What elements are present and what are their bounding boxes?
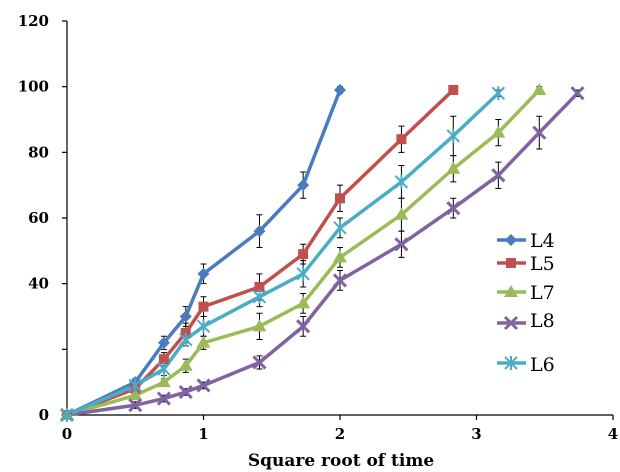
data-point-l5 [396,134,407,145]
series-line-l5 [66,88,455,417]
data-point-l5 [448,84,459,95]
data-point-l7 [252,319,267,332]
legend-label-l7: L7 [530,282,555,304]
data-point-l4 [179,310,192,323]
data-point-l5 [298,249,309,260]
data-point-l7 [532,82,547,95]
data-point-l8 [332,273,348,288]
data-point-l7 [394,207,409,220]
series-line-l6 [66,91,500,417]
data-point-l6 [333,220,347,235]
x-tick-label: 2 [335,425,345,443]
series-line-l8 [66,92,579,417]
x-axis-label: Square root of time [248,451,435,471]
series-markers [59,82,585,423]
axes [62,20,614,420]
data-point-l4 [157,336,170,349]
data-point-l8 [178,384,193,400]
data-point-l7 [196,335,211,348]
data-point-l7 [128,388,143,401]
data-point-l8 [296,319,311,334]
data-point-l8 [491,168,506,183]
data-point-l6 [60,408,74,422]
data-point-l7 [491,125,506,138]
data-point-l8 [196,378,211,393]
data-point-l7 [178,358,193,371]
data-point-l8 [252,355,267,370]
legend-marker-l6 [504,356,518,370]
data-point-l7 [156,375,171,388]
data-point-l4 [253,225,266,238]
data-point-l6 [296,266,310,281]
legend-marker-l7 [504,285,518,297]
x-tick-label: 1 [198,425,208,443]
y-tick-label: 40 [28,275,49,293]
data-point-l5 [254,281,265,292]
data-point-l6 [394,174,409,189]
series-lines [66,88,579,417]
data-point-l8 [128,398,143,413]
data-point-l8 [446,201,461,216]
legend-label-l6: L6 [530,354,555,376]
y-tick-label: 60 [28,209,49,227]
legend-marker-l8 [503,315,519,331]
series-line-l4 [66,89,342,417]
data-point-l8 [570,86,585,101]
y-tick-label: 0 [39,406,49,424]
data-point-l7 [333,250,347,263]
legend-label-l4: L4 [530,230,555,252]
data-point-l4 [297,179,310,192]
data-point-l5 [335,193,345,204]
y-tick-label: 120 [18,12,49,30]
data-point-l5 [198,301,209,312]
legend-marker-l4 [505,234,517,246]
legend-label-l8: L8 [530,310,555,332]
data-point-l8 [156,391,171,406]
x-tick-label: 0 [62,425,72,443]
data-point-l6 [128,378,142,393]
data-point-l7 [296,296,311,309]
legend-label-l5: L5 [530,253,555,275]
data-point-l4 [334,83,346,96]
y-tick-label: 80 [28,143,49,161]
data-point-l8 [394,237,409,252]
data-point-l6 [196,319,211,334]
data-point-l7 [446,161,461,174]
data-point-l6 [491,86,506,101]
x-tick-label: 4 [608,425,618,443]
data-point-l6 [179,332,193,347]
legend-marker-l5 [506,258,516,268]
data-point-l6 [157,362,171,377]
data-point-l5 [158,354,169,365]
data-point-l6 [446,128,461,143]
data-point-l6 [252,289,267,304]
y-tick-label: 100 [18,78,49,96]
x-tick-label: 3 [471,425,481,443]
data-point-l8 [532,125,547,140]
data-point-l4 [197,267,210,280]
